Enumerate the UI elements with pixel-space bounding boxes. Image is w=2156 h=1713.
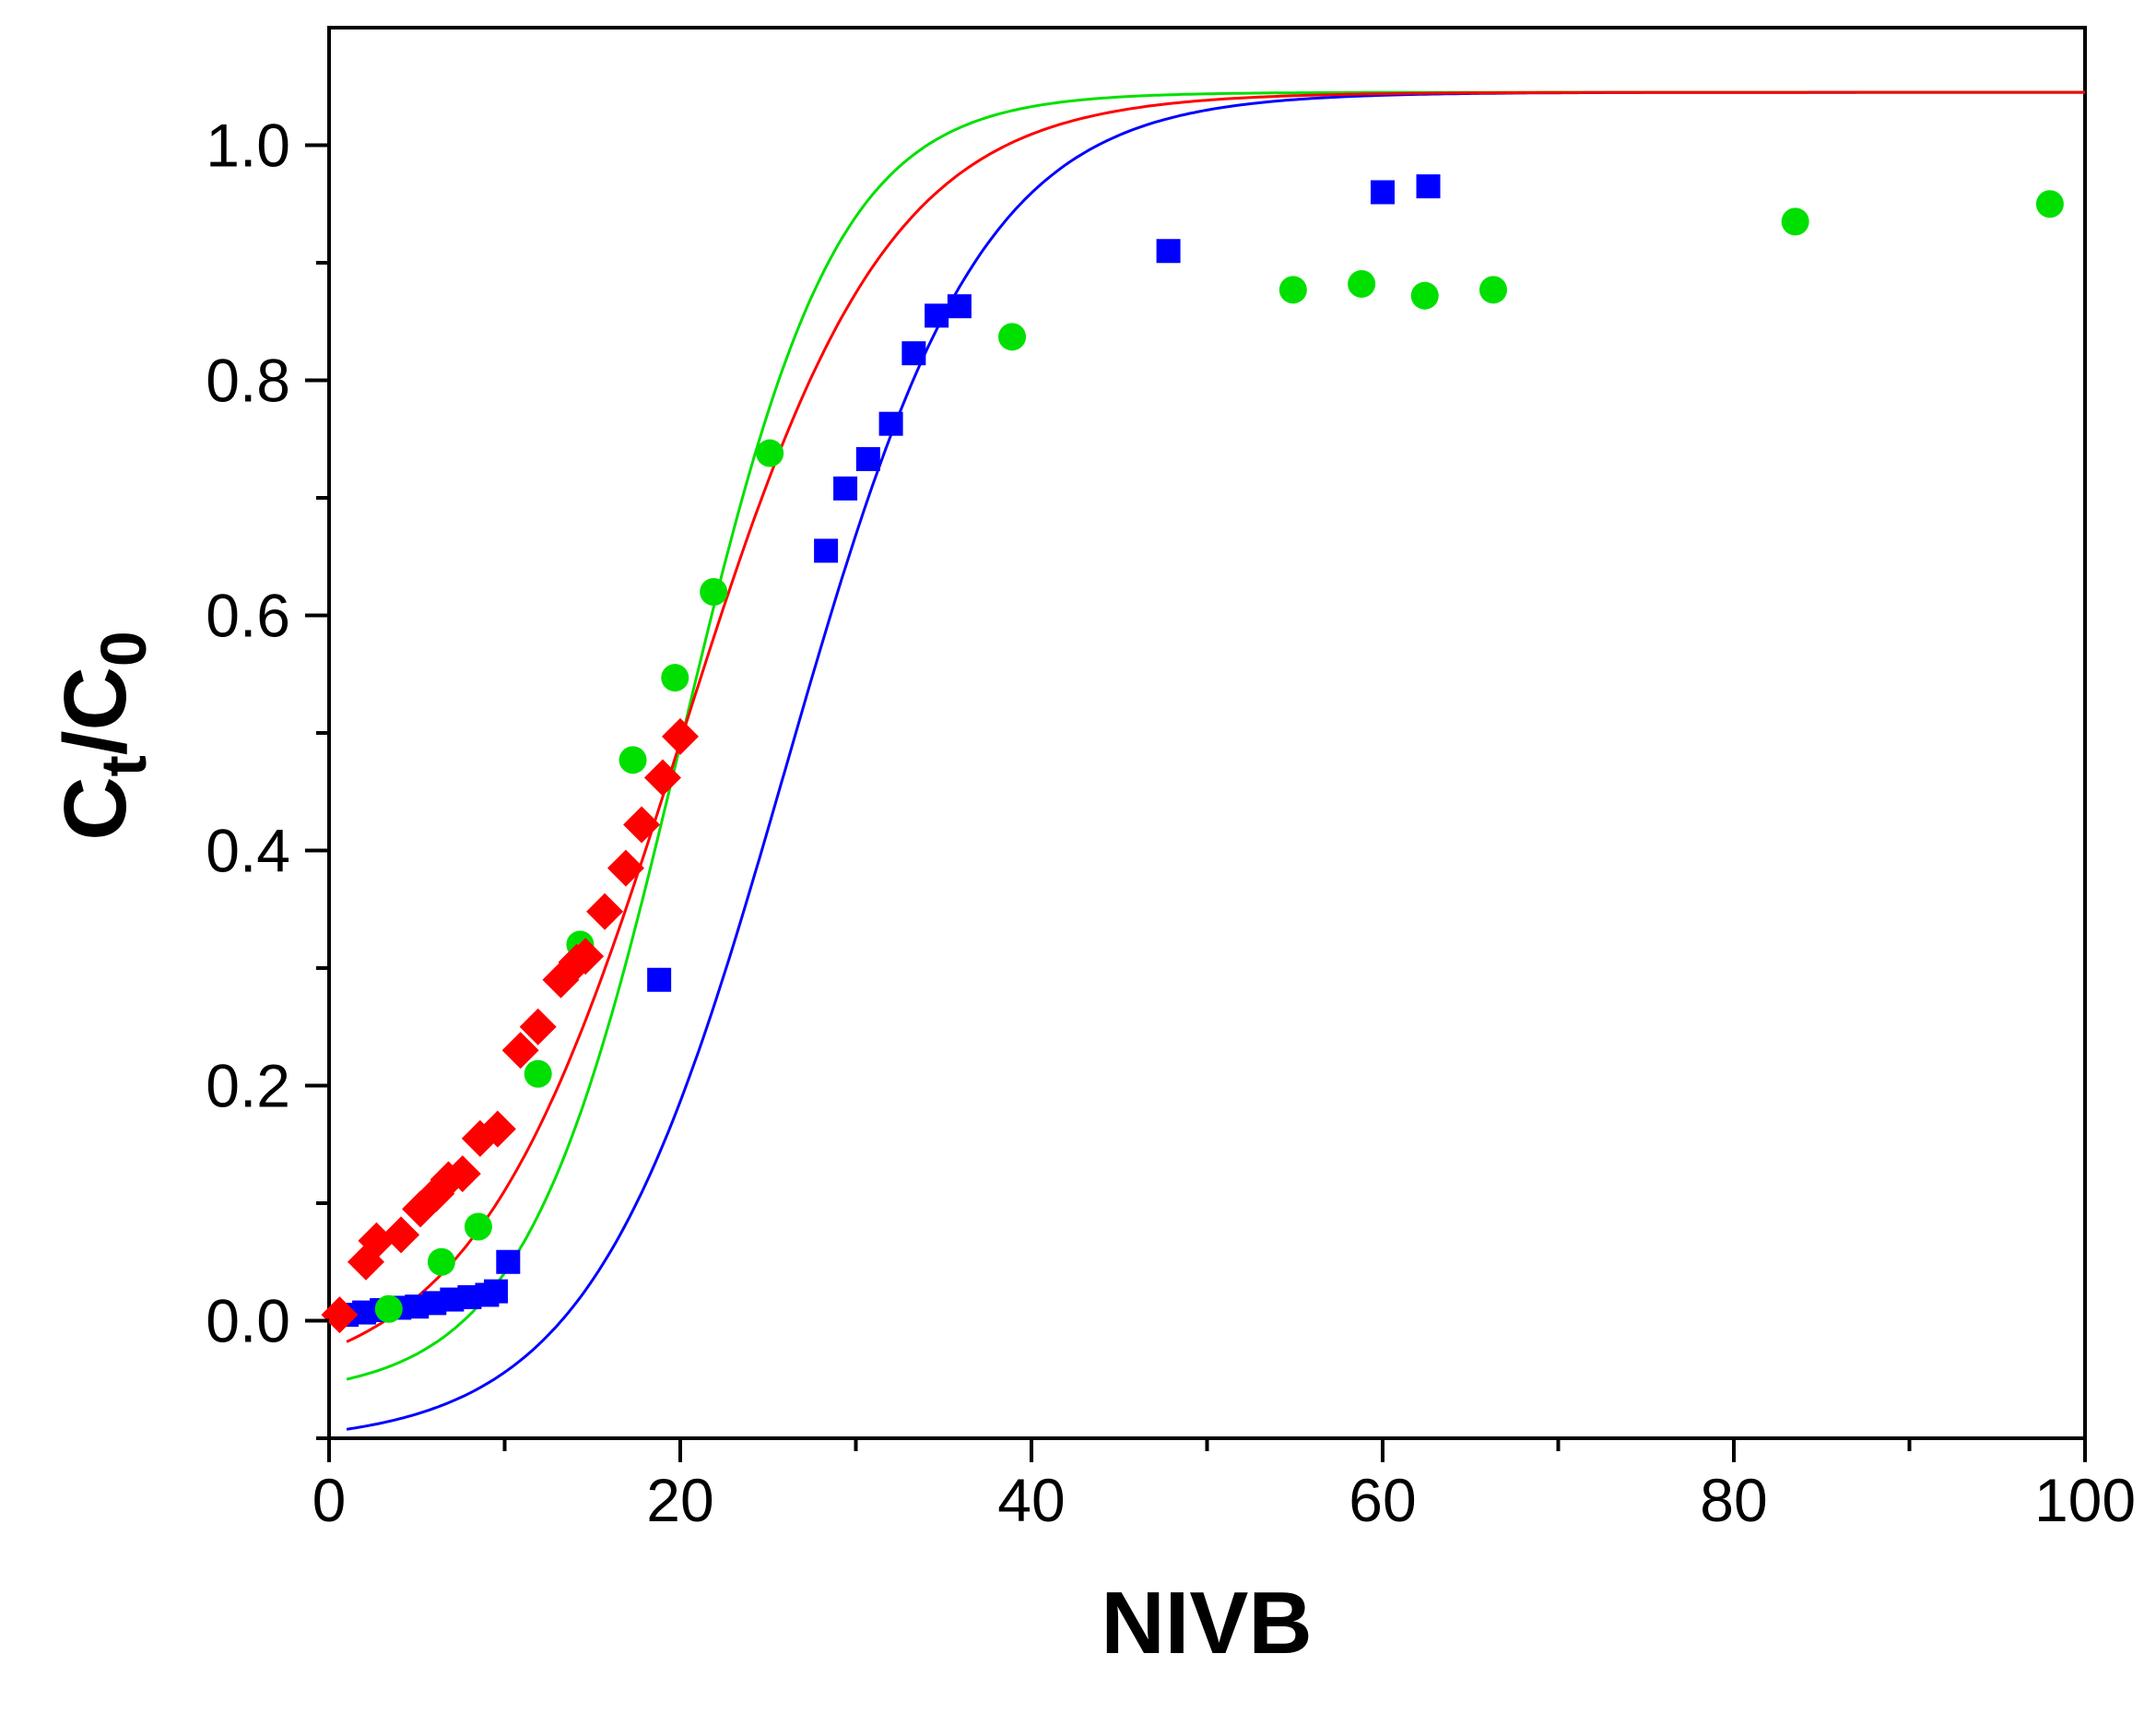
green-circle-point xyxy=(524,1059,552,1088)
x-tick-label: 20 xyxy=(646,1466,713,1534)
red-diamond-point xyxy=(519,1008,557,1046)
y-title-main: C xyxy=(46,776,145,840)
blue-square-point xyxy=(496,1249,521,1274)
red-diamond-point xyxy=(643,759,681,797)
x-tick-label: 100 xyxy=(2034,1466,2136,1534)
red-diamond-point xyxy=(607,849,644,887)
green-circle-point xyxy=(427,1247,455,1276)
blue-square-point xyxy=(647,967,672,992)
x-tick-label: 40 xyxy=(997,1466,1065,1534)
red-diamond-point xyxy=(358,1222,395,1259)
red-fit-line xyxy=(346,90,2085,1343)
blue-square-point xyxy=(925,303,949,328)
plot-frame xyxy=(327,26,2087,1440)
y-title-sub1: t xyxy=(88,755,159,776)
green-circle-point xyxy=(756,439,784,467)
y-tick-label: 0.8 xyxy=(206,347,290,415)
data-points xyxy=(321,174,2064,1334)
red-diamond-point xyxy=(478,1110,516,1148)
x-tick-label: 0 xyxy=(312,1466,347,1534)
y-tick-label: 0.0 xyxy=(206,1287,290,1355)
green-circle-point xyxy=(998,323,1027,351)
red-diamond-point xyxy=(321,1296,359,1334)
red-diamond-point xyxy=(662,717,699,755)
fit-lines xyxy=(346,90,2085,1431)
red-diamond-point xyxy=(623,806,661,844)
blue-square-point xyxy=(1156,239,1181,264)
x-tick-label: 60 xyxy=(1349,1466,1416,1534)
axes: 0 20 40 60 80 100 0.0 0.2 0.4 0.6 0.8 1.0 xyxy=(206,112,2136,1535)
red-diamond-point xyxy=(586,892,624,930)
green-circle-point xyxy=(1479,276,1508,304)
red-diamond-point xyxy=(383,1216,420,1254)
blue-square-point xyxy=(901,341,926,366)
y-axis-title: Ct/C0 xyxy=(46,631,159,841)
red-diamond-point xyxy=(501,1032,539,1069)
red-diamond-point xyxy=(567,938,605,975)
y-tick-label: 0.4 xyxy=(206,817,290,885)
blue-square-point xyxy=(855,446,880,471)
blue-square-point xyxy=(947,294,972,319)
blue-square-point xyxy=(878,411,903,436)
green-circle-point xyxy=(464,1212,492,1241)
green-circle-point xyxy=(1348,269,1376,298)
green-circle-point xyxy=(1781,207,1809,236)
blue-square-point xyxy=(483,1279,508,1304)
green-circle-point xyxy=(661,664,689,692)
green-circle-point xyxy=(619,746,647,774)
y-title-slash: /C xyxy=(46,667,145,755)
green-fit-line xyxy=(346,90,2085,1381)
blue-fit-line xyxy=(346,90,2085,1431)
y-tick-label: 0.2 xyxy=(206,1052,290,1120)
y-title-sub2: 0 xyxy=(88,631,159,667)
green-circle-point xyxy=(2035,190,2064,219)
x-tick-label: 80 xyxy=(1700,1466,1767,1534)
red-diamond-point xyxy=(443,1155,481,1193)
green-circle-point xyxy=(1410,281,1439,310)
blue-square-point xyxy=(1416,174,1441,199)
y-tick-label: 1.0 xyxy=(206,112,290,180)
y-tick-label: 0.6 xyxy=(206,582,290,650)
green-circle-point xyxy=(700,578,728,606)
green-circle-point xyxy=(374,1294,403,1323)
blue-square-point xyxy=(1371,180,1395,205)
blue-square-point xyxy=(814,538,839,563)
green-circle-point xyxy=(1278,276,1307,304)
blue-square-point xyxy=(833,476,858,501)
x-axis-title: NIVB xyxy=(1101,1574,1312,1672)
